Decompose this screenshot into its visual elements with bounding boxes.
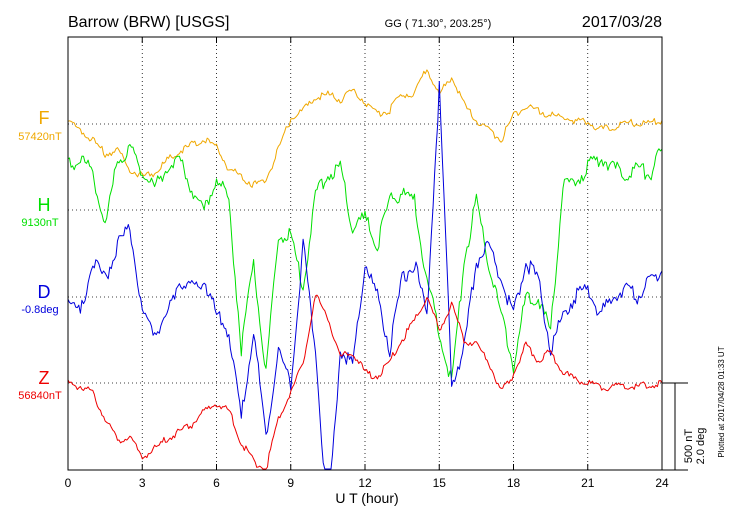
series-baseline-f: 57420nT <box>18 131 62 143</box>
x-tick-label: 18 <box>507 476 521 490</box>
series-curves <box>67 69 663 470</box>
date-label: 2017/03/28 <box>582 14 662 31</box>
x-axis-label: U T (hour) <box>335 490 398 506</box>
series-line-d <box>67 81 663 470</box>
scale-bar: 500 nT 2.0 deg <box>662 382 707 471</box>
station-title: Barrow (BRW) [USGS] <box>68 14 230 31</box>
x-tick-label: 21 <box>581 476 595 490</box>
series-name-z: Z <box>39 368 50 388</box>
x-tick-label: 24 <box>655 476 669 490</box>
x-tick-label: 3 <box>139 476 146 490</box>
x-tick-label: 12 <box>358 476 372 490</box>
coords-label: GG ( 71.30°, 203.25°) <box>385 18 492 30</box>
series-name-d: D <box>38 282 51 302</box>
x-axis-ticks: 0 3 6 9 12 15 18 21 24 <box>65 37 669 490</box>
series-name-f: F <box>39 108 50 128</box>
series-line-z <box>67 294 663 470</box>
grid-lines <box>68 37 662 470</box>
series-labels: F 57420nT H 9130nT D -0.8deg Z 56840nT <box>18 108 62 402</box>
x-tick-label: 9 <box>287 476 294 490</box>
series-baseline-d: -0.8deg <box>21 304 58 316</box>
series-line-h <box>67 144 663 378</box>
plotted-timestamp: Plotted at 2017/04/28 01:33 UT <box>717 346 726 457</box>
series-name-h: H <box>38 195 51 215</box>
series-line-f <box>67 69 663 188</box>
scale-label-nt: 500 nT <box>683 429 695 464</box>
x-tick-label: 0 <box>65 476 72 490</box>
scale-label-deg: 2.0 deg <box>695 428 707 465</box>
series-baseline-h: 9130nT <box>21 217 59 229</box>
x-tick-label: 15 <box>433 476 447 490</box>
series-baseline-z: 56840nT <box>18 390 62 402</box>
x-tick-label: 6 <box>213 476 220 490</box>
